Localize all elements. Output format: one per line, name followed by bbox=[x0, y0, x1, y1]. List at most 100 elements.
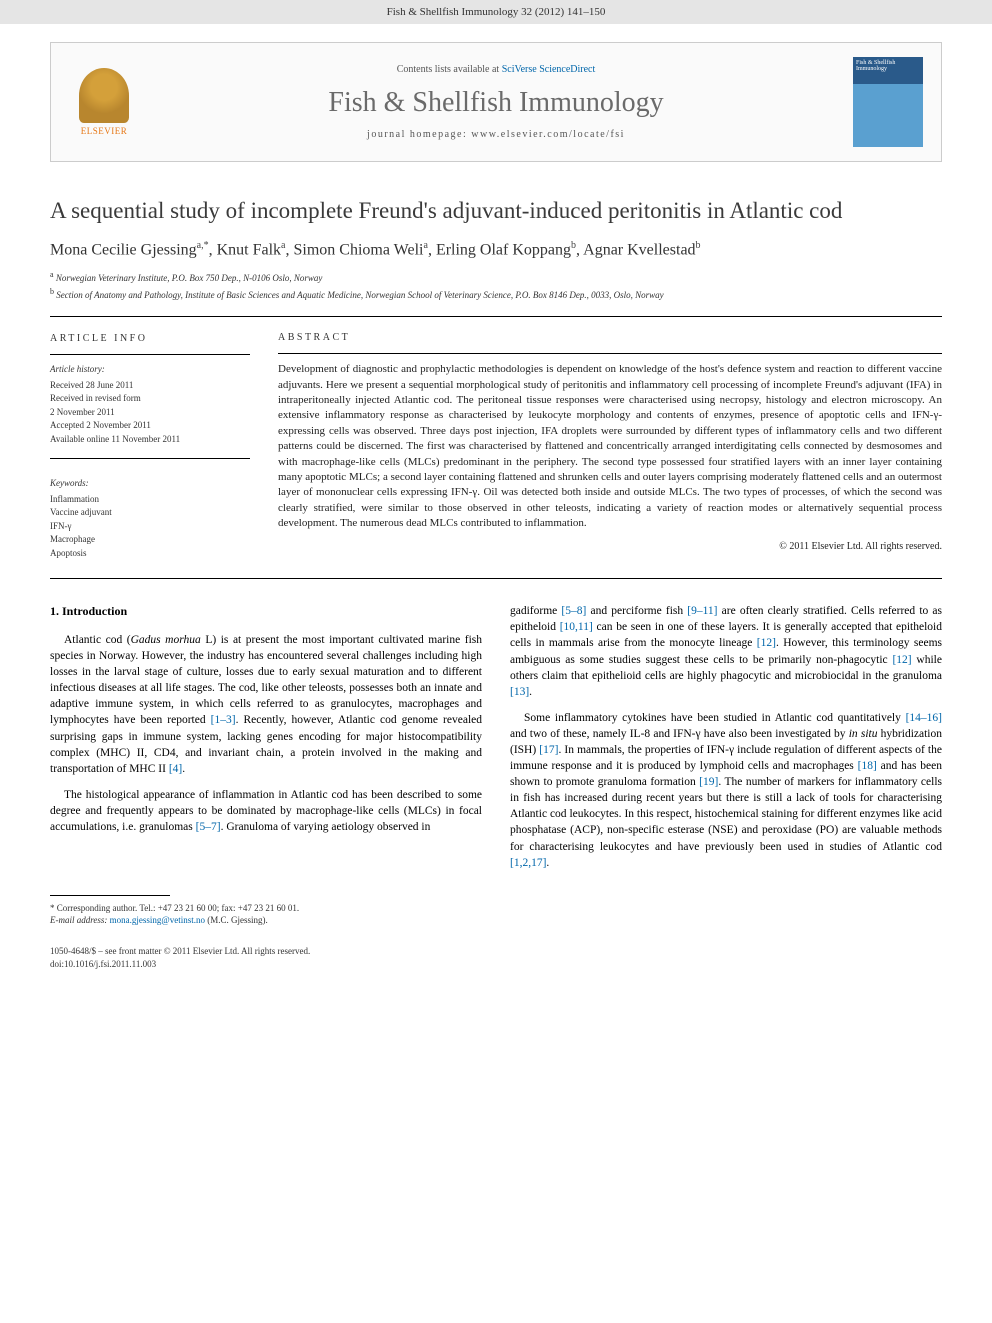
keyword: Inflammation bbox=[50, 493, 250, 507]
keyword: Vaccine adjuvant bbox=[50, 506, 250, 520]
citation-link[interactable]: [1–3] bbox=[211, 714, 236, 726]
email-link[interactable]: mona.gjessing@vetinst.no bbox=[110, 915, 205, 925]
right-column: gadiforme [5–8] and perciforme fish [9–1… bbox=[510, 603, 942, 881]
citation-link[interactable]: [12] bbox=[892, 654, 911, 666]
text: . bbox=[182, 763, 185, 775]
citation-link[interactable]: [19] bbox=[699, 776, 718, 788]
citation-link[interactable]: [12] bbox=[757, 637, 776, 649]
body-paragraph: The histological appearance of inflammat… bbox=[50, 787, 482, 835]
author-sup: b bbox=[696, 240, 701, 251]
text: Atlantic cod ( bbox=[64, 634, 131, 646]
species-name: Gadus morhua bbox=[131, 634, 201, 646]
affil-sup: b bbox=[50, 287, 54, 296]
contents-prefix: Contents lists available at bbox=[397, 64, 502, 75]
text: . bbox=[546, 857, 549, 869]
author-name[interactable]: Erling Olaf Koppang bbox=[436, 241, 571, 258]
section-heading: 1. Introduction bbox=[50, 603, 482, 620]
corr-label: * Corresponding author. Tel.: bbox=[50, 903, 158, 913]
keywords-block: Keywords: Inflammation Vaccine adjuvant … bbox=[50, 477, 250, 560]
doi-line: doi:10.1016/j.fsi.2011.11.003 bbox=[50, 958, 942, 971]
footnote-separator bbox=[50, 895, 170, 896]
affiliations: a Norwegian Veterinary Institute, P.O. B… bbox=[50, 269, 942, 302]
citation-link[interactable]: [9–11] bbox=[687, 605, 717, 617]
citation-link[interactable]: [14–16] bbox=[906, 712, 942, 724]
abstract-heading: ABSTRACT bbox=[278, 331, 942, 345]
citation-link[interactable]: [1,2,17] bbox=[510, 857, 546, 869]
corr-tel: +47 23 21 60 00 bbox=[158, 903, 217, 913]
fax-label: ; fax: bbox=[217, 903, 238, 913]
affiliation-line: a Norwegian Veterinary Institute, P.O. B… bbox=[50, 269, 942, 286]
text: Some inflammatory cytokines have been st… bbox=[524, 712, 906, 724]
history-line: Received in revised form bbox=[50, 392, 250, 406]
elsevier-logo[interactable]: ELSEVIER bbox=[69, 62, 139, 142]
body-paragraph: Atlantic cod (Gadus morhua L) is at pres… bbox=[50, 632, 482, 777]
abstract-column: ABSTRACT Development of diagnostic and p… bbox=[278, 331, 942, 560]
abstract-copyright: © 2011 Elsevier Ltd. All rights reserved… bbox=[278, 540, 942, 554]
journal-homepage: journal homepage: www.elsevier.com/locat… bbox=[139, 129, 853, 140]
body-paragraph: gadiforme [5–8] and perciforme fish [9–1… bbox=[510, 603, 942, 700]
history-line: Accepted 2 November 2011 bbox=[50, 419, 250, 433]
cover-title: Fish & Shellfish Immunology bbox=[853, 57, 923, 75]
corr-fax: +47 23 21 60 01 bbox=[238, 903, 297, 913]
abstract-text: Development of diagnostic and prophylact… bbox=[278, 362, 942, 531]
author-name[interactable]: Simon Chioma Weli bbox=[294, 241, 424, 258]
homepage-url[interactable]: www.elsevier.com/locate/fsi bbox=[471, 129, 625, 140]
body-paragraph: Some inflammatory cytokines have been st… bbox=[510, 710, 942, 871]
author-name[interactable]: Knut Falk bbox=[217, 241, 281, 258]
text: . bbox=[529, 686, 532, 698]
history-line: Received 28 June 2011 bbox=[50, 379, 250, 393]
text: gadiforme bbox=[510, 605, 561, 617]
text: . Granuloma of varying aetiology observe… bbox=[221, 821, 431, 833]
affil-text: Section of Anatomy and Pathology, Instit… bbox=[56, 290, 663, 300]
sciencedirect-link[interactable]: SciVerse ScienceDirect bbox=[502, 64, 596, 75]
corresponding-author-footnote: * Corresponding author. Tel.: +47 23 21 … bbox=[50, 902, 942, 927]
journal-name: Fish & Shellfish Immunology bbox=[139, 87, 853, 119]
history-line: 2 November 2011 bbox=[50, 406, 250, 420]
issn-line: 1050-4648/$ – see front matter © 2011 El… bbox=[50, 945, 942, 958]
elsevier-label: ELSEVIER bbox=[81, 126, 128, 136]
citation-link[interactable]: [18] bbox=[858, 760, 877, 772]
text: and two of these, namely IL-8 and IFN-γ … bbox=[510, 728, 849, 740]
author-sup: a bbox=[281, 240, 285, 251]
article-info-heading: ARTICLE INFO bbox=[50, 331, 250, 346]
authors-line: Mona Cecilie Gjessinga,*, Knut Falka, Si… bbox=[50, 240, 942, 259]
journal-header-center: Contents lists available at SciVerse Sci… bbox=[139, 64, 853, 140]
article-title: A sequential study of incomplete Freund'… bbox=[50, 196, 942, 226]
elsevier-tree-icon bbox=[79, 68, 129, 123]
author-name[interactable]: Mona Cecilie Gjessing bbox=[50, 241, 197, 258]
info-abstract-row: ARTICLE INFO Article history: Received 2… bbox=[50, 331, 942, 560]
homepage-label: journal homepage: bbox=[367, 129, 471, 140]
contents-available-line: Contents lists available at SciVerse Sci… bbox=[139, 64, 853, 75]
running-header: Fish & Shellfish Immunology 32 (2012) 14… bbox=[0, 0, 992, 24]
keyword: Apoptosis bbox=[50, 547, 250, 561]
citation-link[interactable]: [17] bbox=[539, 744, 558, 756]
author-sup: a bbox=[423, 240, 427, 251]
journal-header-box: ELSEVIER Contents lists available at Sci… bbox=[50, 42, 942, 162]
text: L) is at present the most important cult… bbox=[50, 634, 482, 726]
section-divider bbox=[50, 316, 942, 317]
email-label: E-mail address: bbox=[50, 915, 110, 925]
affiliation-line: b Section of Anatomy and Pathology, Inst… bbox=[50, 286, 942, 303]
journal-cover-thumbnail: Fish & Shellfish Immunology bbox=[853, 57, 923, 147]
left-column: 1. Introduction Atlantic cod (Gadus morh… bbox=[50, 603, 482, 881]
email-post: (M.C. Gjessing). bbox=[205, 915, 268, 925]
citation-link[interactable]: [5–8] bbox=[561, 605, 586, 617]
body-two-columns: 1. Introduction Atlantic cod (Gadus morh… bbox=[50, 603, 942, 881]
section-title: Introduction bbox=[62, 604, 127, 618]
author-sup: b bbox=[571, 240, 576, 251]
citation-link[interactable]: [13] bbox=[510, 686, 529, 698]
info-divider bbox=[50, 458, 250, 459]
italic-term: in situ bbox=[849, 728, 878, 740]
keyword: IFN-γ bbox=[50, 520, 250, 534]
citation-link[interactable]: [4] bbox=[169, 763, 182, 775]
author-sup: a,* bbox=[197, 240, 209, 251]
affil-text: Norwegian Veterinary Institute, P.O. Box… bbox=[56, 273, 323, 283]
author-name[interactable]: Agnar Kvellestad bbox=[583, 241, 695, 258]
citation-link[interactable]: [10,11] bbox=[560, 621, 593, 633]
history-label: Article history: bbox=[50, 363, 250, 377]
citation-link[interactable]: [5–7] bbox=[196, 821, 221, 833]
section-divider bbox=[50, 578, 942, 579]
history-line: Available online 11 November 2011 bbox=[50, 433, 250, 447]
info-divider bbox=[50, 354, 250, 355]
article-info-column: ARTICLE INFO Article history: Received 2… bbox=[50, 331, 250, 560]
